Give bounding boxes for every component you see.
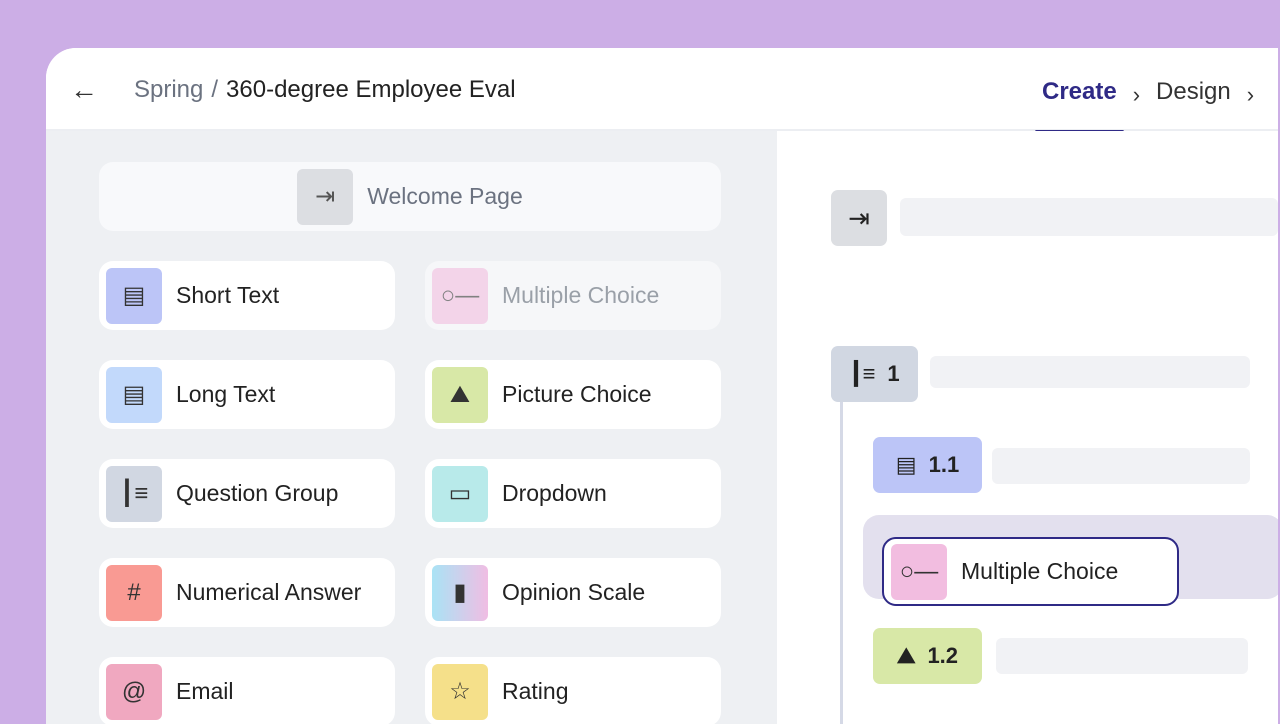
question-number: 1.1 (928, 452, 960, 477)
hash-icon: # (106, 564, 162, 621)
palette-item-question-group[interactable]: ┃≡ Question Group (99, 459, 395, 528)
palette-item-label: Long Text (176, 381, 276, 407)
question-group-icon: ┃≡ (106, 465, 162, 522)
question-1-2[interactable]: ⛰ 1.2 (873, 628, 982, 684)
palette-item-rating[interactable]: ☆ Rating (425, 657, 721, 724)
question-placeholder[interactable] (992, 448, 1250, 484)
welcome-page-button[interactable]: ⇥ Welcome Page (99, 162, 721, 231)
welcome-icon[interactable]: ⇥ (831, 190, 887, 246)
short-text-icon: ▤ (106, 267, 162, 324)
welcome-placeholder[interactable] (900, 198, 1278, 236)
dragging-multiple-choice[interactable]: ○— Multiple Choice (882, 537, 1179, 606)
group-placeholder[interactable] (930, 356, 1250, 388)
question-1-1[interactable]: ▤ 1.1 (873, 437, 982, 493)
tab-design[interactable]: Design (1156, 78, 1231, 105)
short-text-icon: ▤ (895, 452, 917, 477)
breadcrumb: Spring / 360-degree Employee Eval (134, 76, 516, 104)
palette-item-label: Numerical Answer (176, 579, 362, 605)
welcome-label: Welcome Page (367, 183, 523, 209)
picture-icon: ⛰ (896, 643, 916, 668)
palette-item-short-text[interactable]: ▤ Short Text (99, 261, 395, 330)
palette-item-label: Picture Choice (502, 381, 652, 407)
star-icon: ☆ (432, 663, 488, 720)
palette-item-label: Rating (502, 678, 569, 704)
question-number: 1.2 (927, 643, 959, 668)
chevron-right-icon: › (1246, 82, 1255, 107)
page-title: 360-degree Employee Eval (226, 76, 516, 103)
palette-item-label: Opinion Scale (502, 579, 646, 605)
palette-item-opinion-scale[interactable]: ▮ Opinion Scale (425, 558, 721, 627)
outline-panel: ⇥ ┃≡ 1 ▤ 1.1 ○— Multiple Choice ⛰ 1.2 (777, 131, 1278, 724)
tab-create[interactable]: Create (1035, 78, 1124, 133)
question-group-item[interactable]: ┃≡ 1 (831, 346, 918, 402)
palette-item-label: Question Group (176, 480, 339, 506)
picture-icon: ⛰ (432, 366, 488, 423)
palette-item-label: Multiple Choice (502, 282, 660, 308)
breadcrumb-parent[interactable]: Spring (134, 76, 204, 103)
welcome-icon: ⇥ (297, 168, 354, 225)
question-palette: ⇥ Welcome Page ▤ Short Text ○— Multiple Cho… (46, 131, 777, 724)
at-icon: @ (106, 663, 162, 720)
group-number: 1 (887, 361, 900, 386)
long-text-icon: ▤ (106, 366, 162, 423)
dropdown-icon: ▭ (432, 465, 488, 522)
step-nav: Create › Design › (1035, 76, 1255, 133)
back-arrow-icon[interactable]: ← (70, 74, 98, 105)
palette-item-numerical-answer[interactable]: # Numerical Answer (99, 558, 395, 627)
palette-item-label: Dropdown (502, 480, 607, 506)
app-window: ← Spring / 360-degree Employee Eval Create… (46, 48, 1278, 724)
question-placeholder[interactable] (996, 638, 1248, 674)
palette-item-multiple-choice[interactable]: ○— Multiple Choice (425, 261, 721, 330)
opinion-scale-icon: ▮ (432, 564, 488, 621)
question-group-icon: ┃≡ (849, 361, 876, 386)
multiple-choice-icon: ○— (432, 267, 488, 324)
palette-item-label: Email (176, 678, 234, 704)
group-connector (840, 401, 843, 724)
palette-item-dropdown[interactable]: ▭ Dropdown (425, 459, 721, 528)
palette-item-picture-choice[interactable]: ⛰ Picture Choice (425, 360, 721, 429)
palette-item-long-text[interactable]: ▤ Long Text (99, 360, 395, 429)
header: ← Spring / 360-degree Employee Eval Create… (46, 48, 1278, 133)
multiple-choice-icon: ○— (891, 543, 947, 600)
breadcrumb-separator: / (211, 76, 219, 103)
dragging-label: Multiple Choice (961, 558, 1119, 584)
palette-item-label: Short Text (176, 282, 280, 308)
chevron-right-icon: › (1132, 82, 1141, 107)
palette-item-email[interactable]: @ Email (99, 657, 395, 724)
